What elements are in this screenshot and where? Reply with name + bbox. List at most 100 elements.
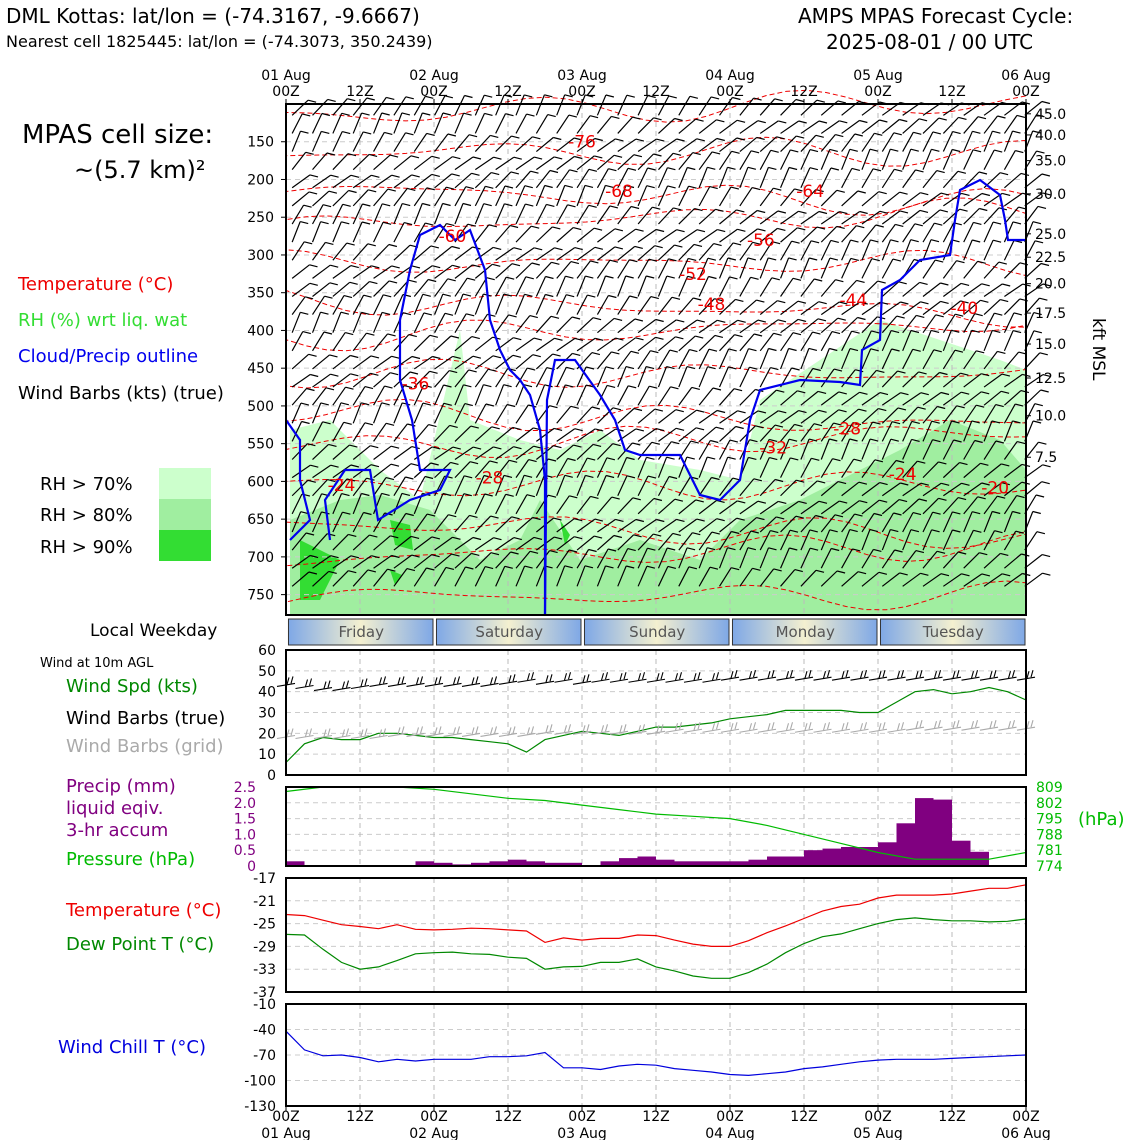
- weekday-cell: [731, 618, 878, 646]
- upper-wind-barb-flag: [626, 94, 635, 98]
- upper-wind-barb: [678, 258, 689, 279]
- upper-wind-barb-flag: [676, 319, 685, 323]
- upper-wind-barb-flag: [468, 369, 477, 373]
- pressure-axis-label: 300: [247, 248, 274, 264]
- upper-wind-barb-flag: [320, 402, 329, 406]
- upper-wind-barb: [515, 170, 531, 189]
- upper-wind-barb-flag: [854, 133, 863, 137]
- upper-wind-barb: [759, 439, 770, 460]
- upper-wind-barb-flag: [898, 499, 908, 503]
- upper-wind-barb: [576, 406, 593, 424]
- upper-wind-barb-flag: [954, 349, 964, 353]
- upper-wind-barb-flag: [325, 387, 335, 391]
- upper-wind-barb-flag: [961, 482, 970, 486]
- upper-wind-barb: [637, 547, 648, 569]
- legend-precip-2: liquid eqiv.: [66, 798, 164, 819]
- wind-barb-true-flag: [323, 681, 327, 689]
- upper-wind-barb: [963, 511, 973, 533]
- upper-wind-barb: [800, 423, 815, 442]
- upper-wind-barb-flag: [423, 312, 433, 316]
- upper-wind-barb: [1004, 283, 1023, 297]
- wind-barb-true: [424, 682, 444, 687]
- upper-wind-barb-flag: [957, 170, 967, 174]
- upper-wind-barb: [698, 96, 712, 116]
- upper-wind-barb: [963, 404, 977, 424]
- upper-wind-barb: [1024, 283, 1044, 297]
- wind-barb-grid-flag: [808, 722, 812, 730]
- upper-wind-barb-flag: [484, 493, 493, 497]
- upper-wind-barb-flag: [593, 227, 603, 231]
- upper-wind-barb-flag: [363, 294, 372, 298]
- upper-wind-barb-flag: [974, 439, 983, 444]
- upper-wind-barb-flag: [778, 500, 787, 504]
- upper-wind-barb-flag: [371, 174, 380, 178]
- upper-wind-barb: [332, 464, 352, 479]
- upper-wind-barb: [658, 518, 677, 533]
- wind-barb-grid-flag: [674, 723, 679, 731]
- wind-barb-true: [554, 678, 573, 683]
- upper-wind-barb: [739, 97, 755, 116]
- upper-wind-barb: [922, 239, 932, 261]
- upper-wind-barb: [637, 533, 654, 551]
- upper-wind-barb: [902, 439, 913, 460]
- wind-barb-grid-flag: [841, 723, 845, 731]
- upper-wind-barb: [1004, 481, 1023, 497]
- chill-axis-label: -70: [253, 1048, 276, 1064]
- upper-wind-barb-flag: [913, 131, 922, 135]
- upper-wind-barb-flag: [788, 257, 797, 261]
- upper-wind-barb: [963, 552, 980, 569]
- upper-wind-barb-flag: [1032, 130, 1041, 134]
- upper-wind-barb: [312, 242, 326, 261]
- upper-wind-barb: [413, 334, 431, 352]
- upper-wind-barb-flag: [655, 336, 664, 340]
- upper-wind-barb-flag: [755, 425, 764, 429]
- upper-wind-barb: [373, 493, 383, 515]
- upper-wind-barb-flag: [667, 547, 676, 551]
- upper-wind-barb-flag: [330, 464, 339, 468]
- upper-wind-barb-flag: [361, 112, 370, 116]
- forecast-cycle-label: AMPS MPAS Forecast Cycle:: [798, 4, 1074, 28]
- wind-barb-grid-flag: [822, 723, 827, 731]
- upper-wind-barb-flag: [488, 368, 497, 372]
- upper-wind-barb: [515, 113, 528, 134]
- upper-wind-barb: [678, 208, 695, 225]
- upper-wind-barb: [535, 276, 547, 297]
- upper-wind-barb: [474, 336, 493, 352]
- upper-wind-barb-flag: [308, 571, 318, 575]
- wind-barb-grid-flag: [549, 724, 553, 732]
- upper-wind-barb: [393, 334, 410, 352]
- top-axis-date: 03 Aug: [557, 68, 607, 84]
- upper-wind-barb: [861, 549, 874, 569]
- upper-wind-barb: [719, 298, 736, 316]
- precip-bar: [434, 862, 453, 866]
- upper-wind-barb-flag: [307, 479, 316, 483]
- upper-wind-barb: [576, 227, 595, 243]
- upper-wind-barb-flag: [405, 96, 414, 100]
- upper-wind-barb: [556, 294, 567, 315]
- upper-wind-barb: [617, 154, 635, 171]
- upper-wind-barb: [841, 279, 858, 297]
- upper-wind-barb-flag: [553, 517, 562, 521]
- upper-wind-barb: [454, 446, 474, 461]
- upper-wind-barb: [780, 167, 790, 189]
- upper-wind-barb: [454, 264, 473, 279]
- upper-wind-barb: [373, 174, 392, 189]
- upper-wind-barb-flag: [832, 458, 841, 462]
- legend-precip-1: Precip (mm): [66, 776, 176, 797]
- upper-wind-barb: [495, 225, 511, 243]
- upper-wind-barb: [841, 513, 855, 533]
- upper-wind-barb-flag: [565, 275, 574, 279]
- upper-wind-barb: [474, 186, 486, 207]
- upper-wind-barb: [881, 482, 901, 497]
- wind-frame: [285, 649, 1027, 776]
- upper-wind-barb-flag: [468, 134, 478, 138]
- upper-wind-barb-flag: [626, 565, 635, 569]
- upper-wind-barb-flag: [585, 275, 594, 279]
- wind-barb-true: [998, 676, 1017, 681]
- upper-wind-barb-flag: [647, 94, 656, 99]
- upper-wind-barb: [373, 372, 391, 388]
- wind-barb-grid: [480, 732, 499, 737]
- upper-wind-barb: [942, 497, 959, 515]
- upper-wind-barb-flag: [370, 355, 380, 359]
- top-axis-time: 12Z: [346, 84, 373, 100]
